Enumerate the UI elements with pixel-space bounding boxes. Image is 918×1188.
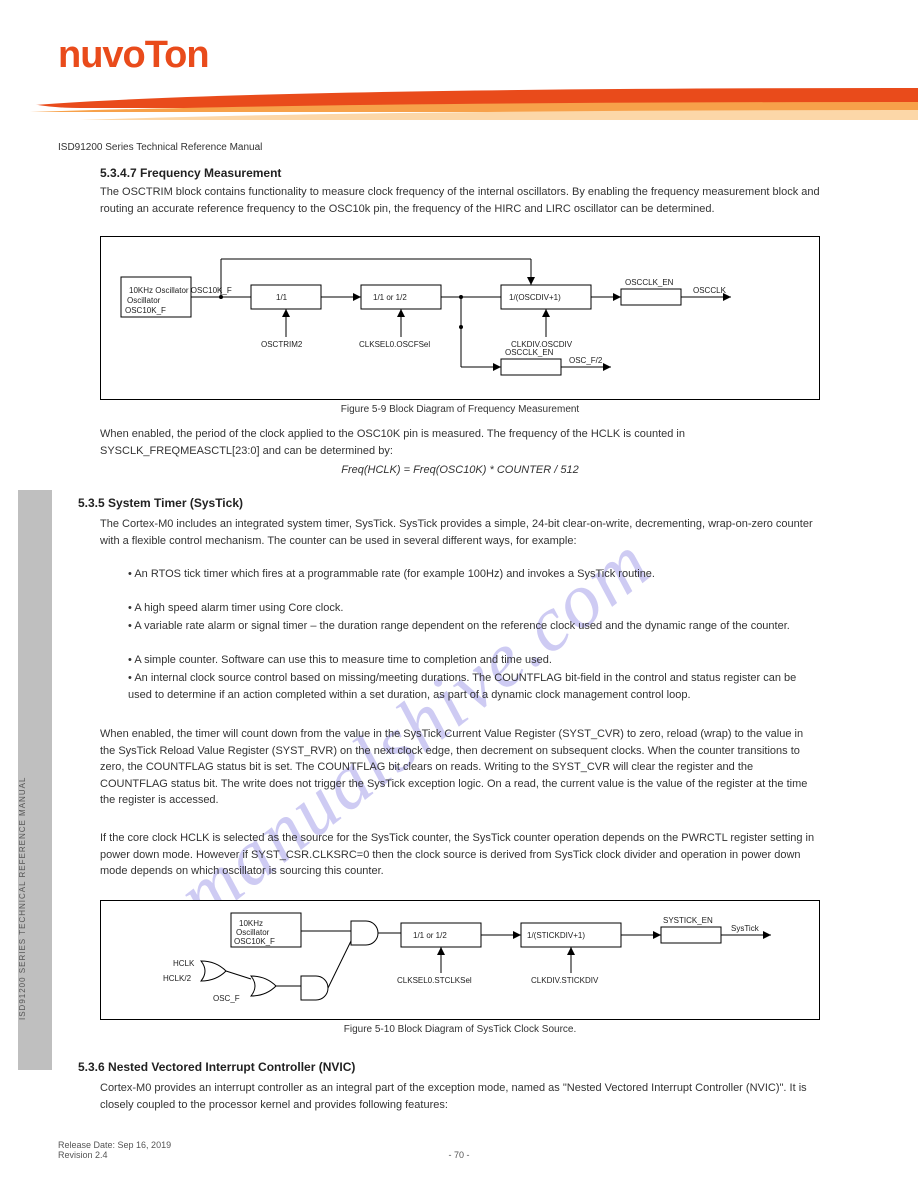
body-para: Cortex-M0 provides an interrupt controll… bbox=[100, 1080, 820, 1113]
svg-text:Oscillator: Oscillator bbox=[236, 928, 270, 937]
bullet-text: A variable rate alarm or signal timer – … bbox=[134, 620, 790, 632]
bullet-text: An internal clock source control based o… bbox=[128, 672, 796, 701]
bullet: • A variable rate alarm or signal timer … bbox=[128, 618, 820, 635]
bullet: • An RTOS tick timer which fires at a pr… bbox=[128, 566, 820, 583]
block-osc-label3: OSC10K_F bbox=[125, 306, 166, 315]
or1-in2: HCLK/2 bbox=[163, 974, 192, 983]
or1-in1: HCLK bbox=[173, 959, 195, 968]
diagram1-svg: 10KHz Oscillator OSC10K_F Oscillator OSC… bbox=[101, 237, 821, 401]
out1-top: OSCCLK_EN bbox=[625, 278, 674, 287]
outb-top: SYSTICK_EN bbox=[663, 916, 713, 925]
body-para: The OSCTRIM block contains functionality… bbox=[100, 184, 820, 217]
diagram-systick-clock: 10KHz Oscillator OSC10K_F HCLK HCLK/2 OS… bbox=[100, 900, 820, 1020]
body-para: When enabled, the timer will count down … bbox=[100, 726, 820, 809]
block-out1 bbox=[621, 289, 681, 305]
stage1b-caption: CLKSEL0.STCLKSel bbox=[397, 976, 472, 985]
section-heading-nvic: 5.3.6 Nested Vectored Interrupt Controll… bbox=[78, 1060, 355, 1074]
section-heading-freq: 5.3.4.7 Frequency Measurement bbox=[100, 166, 281, 180]
block-out2 bbox=[501, 359, 561, 375]
stage1-caption: OSCTRIM2 bbox=[261, 340, 303, 349]
footer-left-text: Release Date: Sep 16, 2019 bbox=[58, 1140, 171, 1150]
bullet-text: An RTOS tick timer which fires at a prog… bbox=[134, 568, 655, 580]
stage1b-label: 1/1 or 1/2 bbox=[413, 931, 447, 940]
body-para: If the core clock HCLK is selected as th… bbox=[100, 830, 820, 880]
out2-top: OSCCLK_EN bbox=[505, 348, 554, 357]
section-heading-systick: 5.3.5 System Timer (SysTick) bbox=[78, 496, 243, 510]
stage2b-caption: CLKDIV.STICKDIV bbox=[531, 976, 599, 985]
svg-text:OSC10K_F: OSC10K_F bbox=[234, 937, 275, 946]
header-banner bbox=[0, 88, 918, 132]
side-tab-label: ISD91200 SERIES TECHNICAL REFERENCE MANU… bbox=[18, 777, 27, 1020]
out1-right: OSCCLK bbox=[693, 286, 727, 295]
diagram-freq-measure: 10KHz Oscillator OSC10K_F Oscillator OSC… bbox=[100, 236, 820, 400]
out2-right: OSC_F/2 bbox=[569, 356, 603, 365]
stage2-caption: CLKSEL0.OSCFSel bbox=[359, 340, 430, 349]
freq-formula: Freq(HCLK) = Freq(OSC10K) * COUNTER / 51… bbox=[100, 462, 820, 479]
diagram2-svg: 10KHz Oscillator OSC10K_F HCLK HCLK/2 OS… bbox=[101, 901, 821, 1021]
outb-right: SysTick bbox=[731, 924, 760, 933]
bullet-text: A high speed alarm timer using Core cloc… bbox=[134, 602, 343, 614]
svg-text:10KHz: 10KHz bbox=[239, 919, 263, 928]
brand-logo: nuvoTon bbox=[58, 34, 209, 77]
doc-title: ISD91200 Series Technical Reference Manu… bbox=[58, 142, 262, 153]
stage2b-label: 1/(STICKDIV+1) bbox=[527, 931, 585, 940]
bullet-text: A simple counter. Software can use this … bbox=[134, 654, 552, 666]
footer-center: - 70 - bbox=[0, 1150, 918, 1160]
or-gate-1 bbox=[201, 961, 226, 981]
bullet: • An internal clock source control based… bbox=[128, 670, 820, 703]
or-gate-2 bbox=[251, 976, 276, 996]
block-osc-label: 10KHz Oscillator OSC10K_F bbox=[129, 286, 232, 295]
stage2-label: 1/1 or 1/2 bbox=[373, 293, 407, 302]
or2-in2: OSC_F bbox=[213, 994, 240, 1003]
figure-caption-2: Figure 5-10 Block Diagram of SysTick Clo… bbox=[100, 1024, 820, 1035]
body-para: The Cortex-M0 includes an integrated sys… bbox=[100, 516, 820, 549]
bullet: • A simple counter. Software can use thi… bbox=[128, 652, 820, 669]
block-out bbox=[661, 927, 721, 943]
block-osc-label2: Oscillator bbox=[127, 296, 161, 305]
bullet: • A high speed alarm timer using Core cl… bbox=[128, 600, 820, 617]
figure-caption-1: Figure 5-9 Block Diagram of Frequency Me… bbox=[100, 404, 820, 415]
stage3-label: 1/(OSCDIV+1) bbox=[509, 293, 561, 302]
body-para: When enabled, the period of the clock ap… bbox=[100, 426, 820, 459]
stage1-label: 1/1 bbox=[276, 293, 288, 302]
